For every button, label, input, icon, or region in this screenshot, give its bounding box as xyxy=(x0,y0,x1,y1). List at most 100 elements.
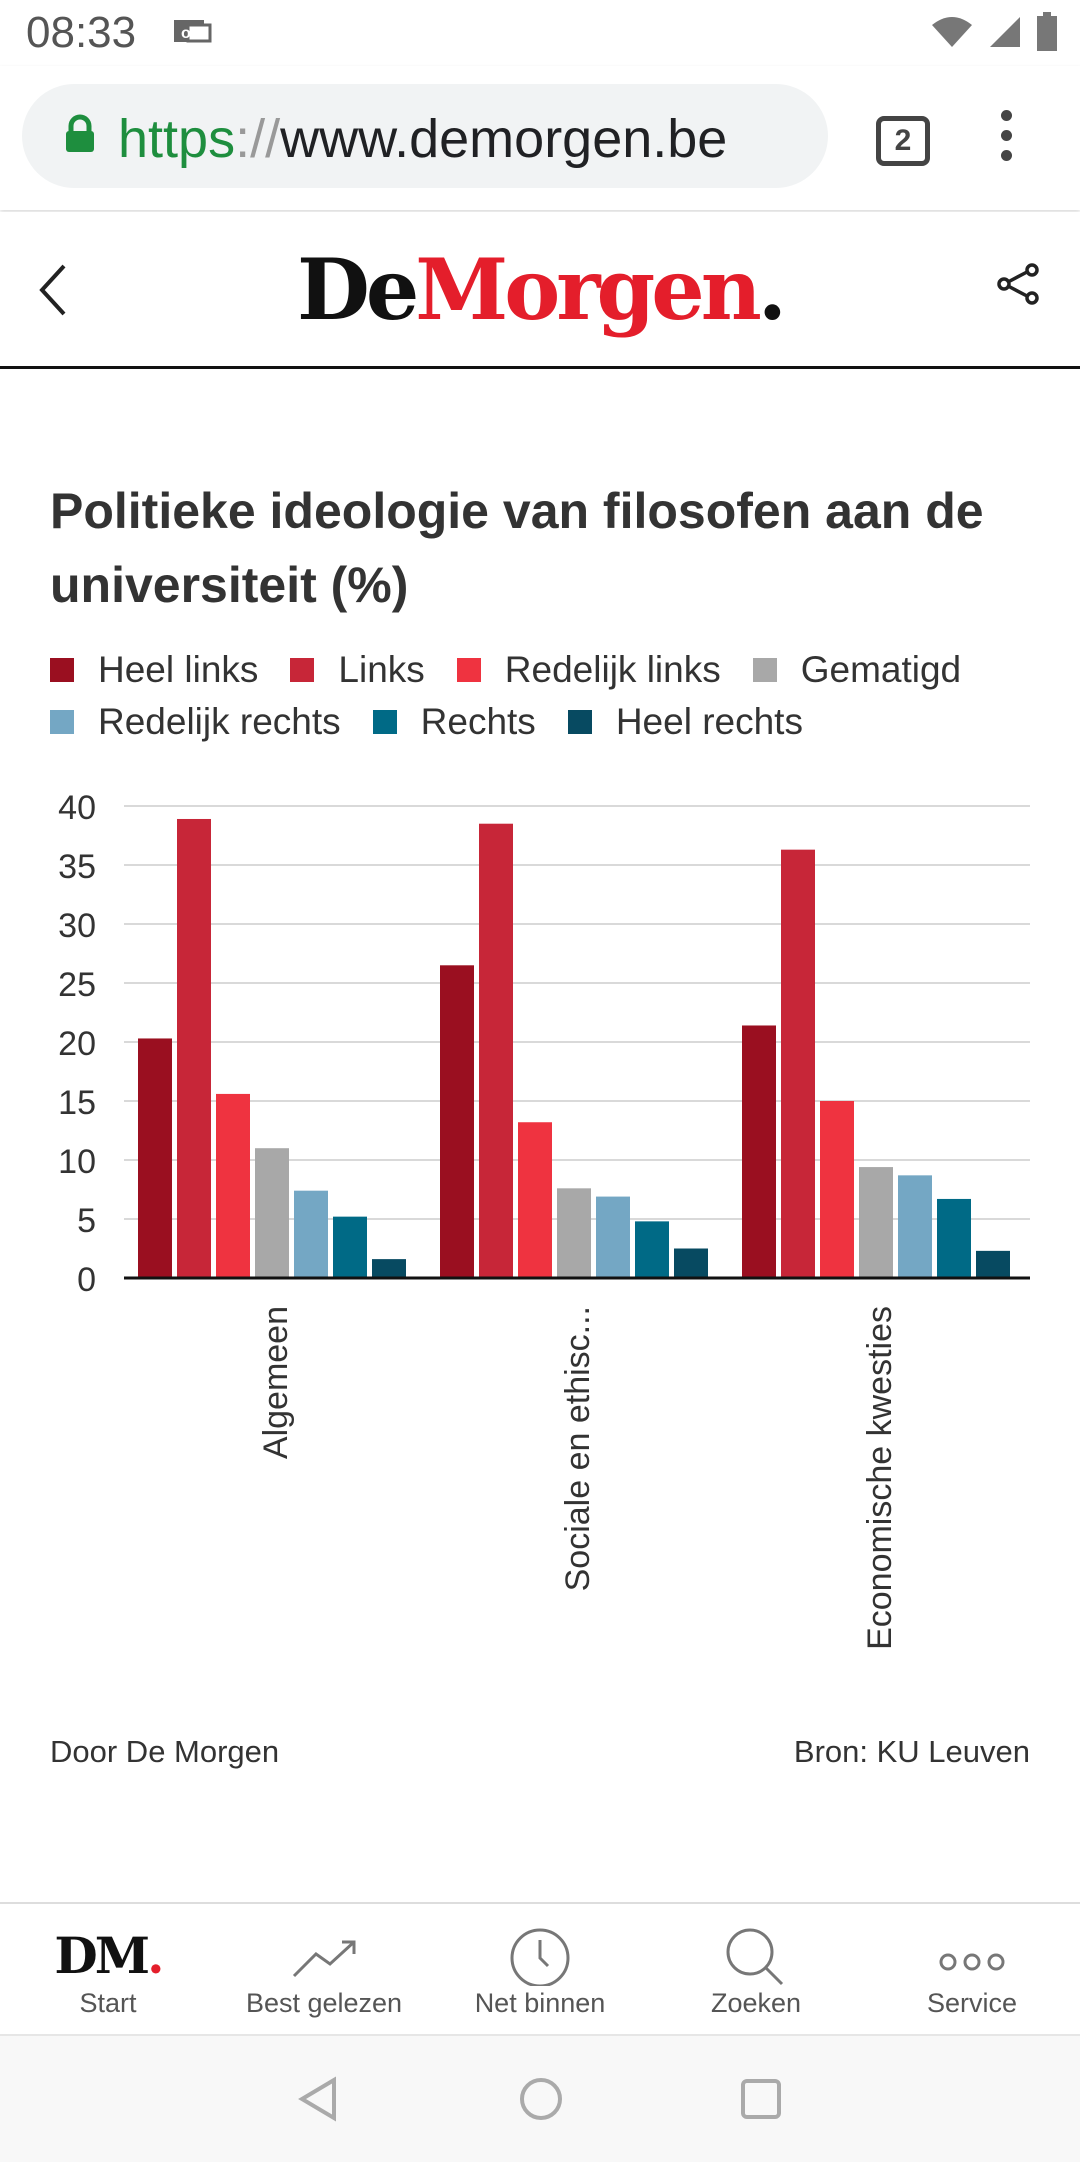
legend-row: Heel links Links Redelijk links Gematigd xyxy=(50,644,1050,696)
y-tick-label: 0 xyxy=(77,1261,96,1299)
dm-logo-dot: . xyxy=(147,1926,165,1985)
app-bottom-nav: DM. Start Best gelezen Net binnen Zoeken… xyxy=(0,1902,1080,2036)
battery-icon xyxy=(1037,12,1057,51)
bar xyxy=(479,823,513,1278)
nav-best-gelezen[interactable]: Best gelezen xyxy=(216,1904,432,2036)
nav-start-label: Start xyxy=(79,1988,137,2018)
scrolled-text-top: —— ——— —— ——— ——— — xyxy=(60,352,860,370)
mail-notification-icon: o xyxy=(174,20,212,43)
logo-dot: . xyxy=(757,240,787,339)
bar xyxy=(820,1101,854,1278)
bar xyxy=(781,849,815,1278)
nav-net-binnen[interactable]: Net binnen xyxy=(432,1904,648,2036)
share-icon[interactable] xyxy=(994,262,1042,306)
nav-service-label: Service xyxy=(926,1988,1018,2018)
wifi-icon xyxy=(932,17,972,47)
legend-item: Gematigd xyxy=(752,649,962,691)
legend-label: Rechts xyxy=(420,701,536,742)
bar xyxy=(859,1167,893,1278)
bar xyxy=(674,1248,708,1278)
y-tick-label: 5 xyxy=(77,1202,96,1240)
x-category-label: Sociale en ethisc... xyxy=(559,1306,597,1591)
y-tick-label: 10 xyxy=(58,1143,96,1181)
browser-menu-icon[interactable] xyxy=(994,110,1018,170)
x-category-label: Economische kwesties xyxy=(861,1306,899,1650)
bar-chart: 0 5 10 15 20 25 30 35 40 Algemeen Sociale en ethis… xyxy=(58,789,1030,1650)
scrolled-text-bottom: ——— —— ——— —— ——— ——— —— xyxy=(100,1892,1000,1904)
y-tick-label: 25 xyxy=(58,966,96,1004)
browser-toolbar: https://www.demorgen.be 2 xyxy=(0,66,1080,210)
y-tick-label: 40 xyxy=(58,789,96,827)
legend-swatch-links xyxy=(290,658,315,682)
site-logo[interactable]: DeMorgen. xyxy=(0,240,1080,339)
chart-legend: Heel links Links Redelijk links Gematigd… xyxy=(50,644,1050,748)
nav-search-label: Zoeken xyxy=(710,1988,802,2018)
x-category-label: Algemeen xyxy=(257,1306,295,1459)
legend-item: Links xyxy=(290,649,425,691)
bar xyxy=(177,818,211,1278)
bar xyxy=(255,1148,289,1278)
legend-item: Rechts xyxy=(372,701,536,743)
legend-label: Gematigd xyxy=(800,649,962,690)
bar xyxy=(294,1190,328,1278)
legend-item: Heel links xyxy=(50,649,258,691)
y-tick-label: 35 xyxy=(58,848,96,886)
clock-icon xyxy=(510,1928,570,1986)
system-home-icon[interactable] xyxy=(518,2076,564,2122)
bar xyxy=(742,1025,776,1278)
signal-icon xyxy=(990,17,1020,47)
search-icon xyxy=(726,1928,784,1986)
legend-swatch-gematigd xyxy=(752,658,777,682)
dm-logo-letters: DM xyxy=(54,1926,150,1985)
logo-de: De xyxy=(296,240,419,339)
bar xyxy=(898,1175,932,1278)
y-tick-label: 30 xyxy=(58,907,96,945)
legend-item: Redelijk rechts xyxy=(50,701,341,743)
back-chevron-icon[interactable] xyxy=(36,260,72,320)
bar xyxy=(440,965,474,1278)
y-tick-label: 15 xyxy=(58,1084,96,1122)
system-nav-bar xyxy=(0,2034,1080,2162)
status-bar: 08:33 o xyxy=(0,0,1080,66)
nav-zoeken[interactable]: Zoeken xyxy=(648,1904,864,2036)
nav-service[interactable]: Service xyxy=(864,1904,1080,2036)
url-host: www.demorgen.be xyxy=(280,109,728,169)
nav-net-label: Net binnen xyxy=(474,1988,606,2018)
bar xyxy=(937,1198,971,1278)
nav-start[interactable]: DM. Start xyxy=(0,1904,216,2036)
legend-swatch-rechts xyxy=(372,710,397,734)
logo-morgen: Morgen xyxy=(415,240,762,339)
dm-logo-icon: DM. xyxy=(0,1926,216,1986)
url-text: https://www.demorgen.be xyxy=(118,108,727,170)
bar xyxy=(635,1221,669,1278)
bar xyxy=(557,1188,591,1278)
legend-label: Redelijk links xyxy=(504,649,721,690)
legend-swatch-heel-rechts xyxy=(567,710,592,734)
svg-text:o: o xyxy=(181,25,191,42)
legend-swatch-redelijk-rechts xyxy=(50,710,74,734)
bar xyxy=(976,1250,1010,1278)
legend-label: Heel links xyxy=(98,649,259,690)
bar xyxy=(138,1038,172,1278)
url-separator: :// xyxy=(235,109,281,169)
legend-label: Heel rechts xyxy=(615,701,803,742)
legend-label: Redelijk rechts xyxy=(98,701,341,742)
legend-swatch-heel-links xyxy=(50,658,74,682)
site-header: DeMorgen. xyxy=(0,212,1080,369)
legend-item: Heel rechts xyxy=(567,701,803,743)
chart-title: Politieke ideologie van filosofen aan de… xyxy=(50,483,984,613)
lock-icon xyxy=(66,114,94,152)
system-back-icon[interactable] xyxy=(296,2076,340,2122)
status-time: 08:33 xyxy=(26,8,137,57)
url-scheme: https xyxy=(118,109,236,169)
more-dots-icon xyxy=(939,1953,1005,1971)
bar xyxy=(333,1216,367,1278)
bar xyxy=(216,1093,250,1278)
address-bar[interactable]: https://www.demorgen.be xyxy=(22,84,828,188)
chart-source: Bron: KU Leuven xyxy=(793,1734,1030,1769)
chart-author: Door De Morgen xyxy=(50,1734,280,1769)
bar xyxy=(596,1196,630,1278)
system-recents-icon[interactable] xyxy=(740,2078,782,2120)
trending-icon xyxy=(292,1940,356,1978)
tab-switcher-button[interactable]: 2 xyxy=(876,116,930,166)
